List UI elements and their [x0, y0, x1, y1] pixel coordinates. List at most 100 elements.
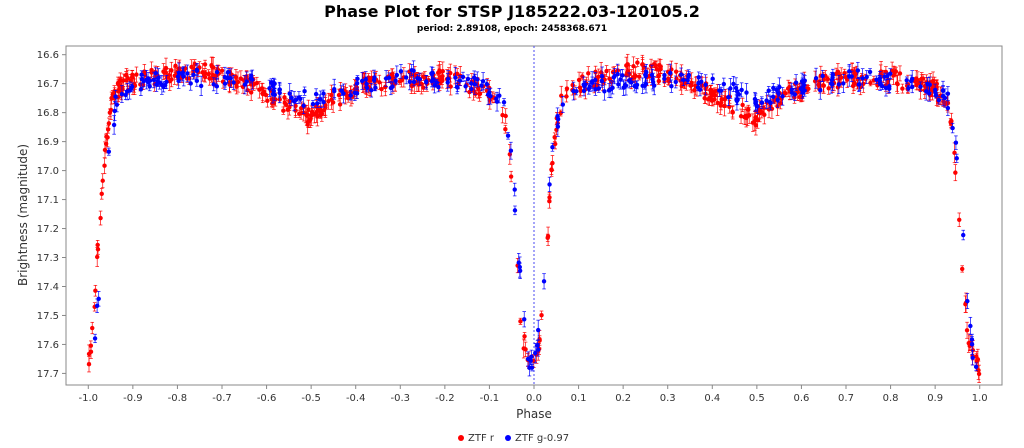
data-point: [752, 96, 758, 102]
data-point: [313, 91, 319, 97]
data-point: [759, 109, 765, 115]
data-point: [429, 71, 434, 76]
data-point: [522, 334, 527, 339]
data-point: [371, 77, 377, 83]
data-point: [726, 95, 731, 100]
data-point: [231, 80, 236, 85]
data-point: [932, 87, 938, 93]
data-point: [612, 73, 617, 79]
data-point: [643, 81, 649, 86]
data-point: [285, 107, 291, 113]
data-point: [214, 84, 220, 89]
data-point: [602, 89, 607, 94]
data-point: [717, 88, 722, 93]
data-point: [111, 122, 117, 128]
data-point: [558, 110, 563, 116]
data-point: [390, 84, 395, 89]
data-point: [798, 94, 803, 100]
data-point: [961, 232, 966, 238]
data-point: [739, 87, 744, 93]
data-point: [164, 75, 170, 80]
data-point: [517, 264, 522, 270]
data-point: [348, 93, 353, 98]
data-point: [337, 102, 343, 107]
x-tick-label: 0.3: [660, 393, 676, 404]
data-point: [740, 102, 745, 108]
data-point: [211, 82, 216, 87]
x-tick-label: -0.1: [480, 393, 500, 404]
data-point: [631, 64, 636, 69]
data-point: [277, 87, 282, 92]
data-point: [696, 80, 701, 86]
data-point: [436, 84, 441, 90]
data-point: [169, 68, 174, 73]
data-point: [269, 80, 274, 85]
data-point: [517, 268, 523, 274]
data-point: [409, 83, 415, 89]
data-point: [968, 323, 973, 329]
x-tick-label: 0.5: [749, 393, 765, 404]
data-point: [108, 107, 114, 113]
data-point: [843, 74, 849, 80]
data-point: [919, 76, 924, 81]
data-point: [270, 101, 275, 106]
data-point: [836, 82, 842, 87]
data-point: [398, 69, 404, 74]
x-tick-label: 0.6: [793, 393, 809, 404]
data-point: [123, 92, 128, 98]
data-point: [98, 215, 103, 221]
legend-label-ztf-r: ZTF r: [468, 433, 495, 444]
data-point: [282, 95, 287, 100]
data-point: [887, 84, 892, 89]
data-point: [632, 83, 637, 89]
data-point: [257, 87, 262, 92]
data-point: [616, 82, 621, 87]
x-tick-label: 0.9: [927, 393, 943, 404]
data-point: [185, 71, 190, 76]
data-point: [734, 98, 740, 104]
data-point: [354, 81, 360, 86]
data-point: [186, 76, 192, 81]
data-point: [940, 88, 946, 93]
data-point: [267, 86, 272, 91]
data-point: [479, 83, 484, 88]
data-point: [669, 84, 674, 89]
data-point: [310, 109, 315, 114]
data-point: [673, 79, 678, 85]
data-point: [893, 69, 898, 75]
data-point: [736, 92, 742, 97]
legend-marker-ztf-g: [505, 435, 511, 441]
data-point: [129, 85, 134, 91]
data-point: [718, 100, 724, 106]
data-point: [134, 72, 139, 77]
data-point: [261, 89, 267, 95]
data-point: [114, 102, 120, 107]
data-point: [813, 76, 819, 81]
data-point: [494, 96, 499, 101]
data-point: [589, 79, 595, 84]
data-point: [752, 118, 757, 124]
data-point: [945, 105, 951, 111]
data-point: [93, 288, 98, 293]
data-point: [686, 74, 691, 79]
data-point: [407, 79, 412, 84]
data-point: [882, 74, 887, 79]
data-point: [88, 349, 94, 355]
data-point: [164, 79, 169, 85]
data-point: [415, 75, 420, 81]
data-point: [92, 336, 98, 341]
data-point: [847, 69, 852, 74]
data-point: [826, 86, 831, 91]
data-point: [125, 76, 131, 81]
data-point: [222, 74, 228, 80]
data-point: [552, 134, 557, 140]
data-point: [637, 74, 642, 79]
data-point: [321, 99, 326, 105]
data-point: [915, 78, 921, 84]
data-point: [918, 84, 923, 89]
y-tick-label: 17.7: [37, 369, 59, 380]
y-tick-label: 16.6: [37, 50, 59, 61]
data-point: [800, 85, 805, 90]
data-point: [429, 78, 435, 84]
data-point: [648, 63, 654, 69]
